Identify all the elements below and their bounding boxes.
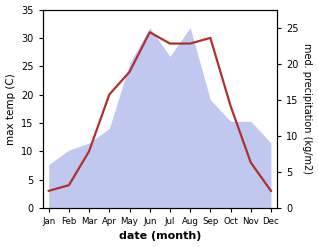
Y-axis label: med. precipitation (kg/m2): med. precipitation (kg/m2) <box>302 43 313 174</box>
Y-axis label: max temp (C): max temp (C) <box>5 73 16 144</box>
X-axis label: date (month): date (month) <box>119 231 201 242</box>
